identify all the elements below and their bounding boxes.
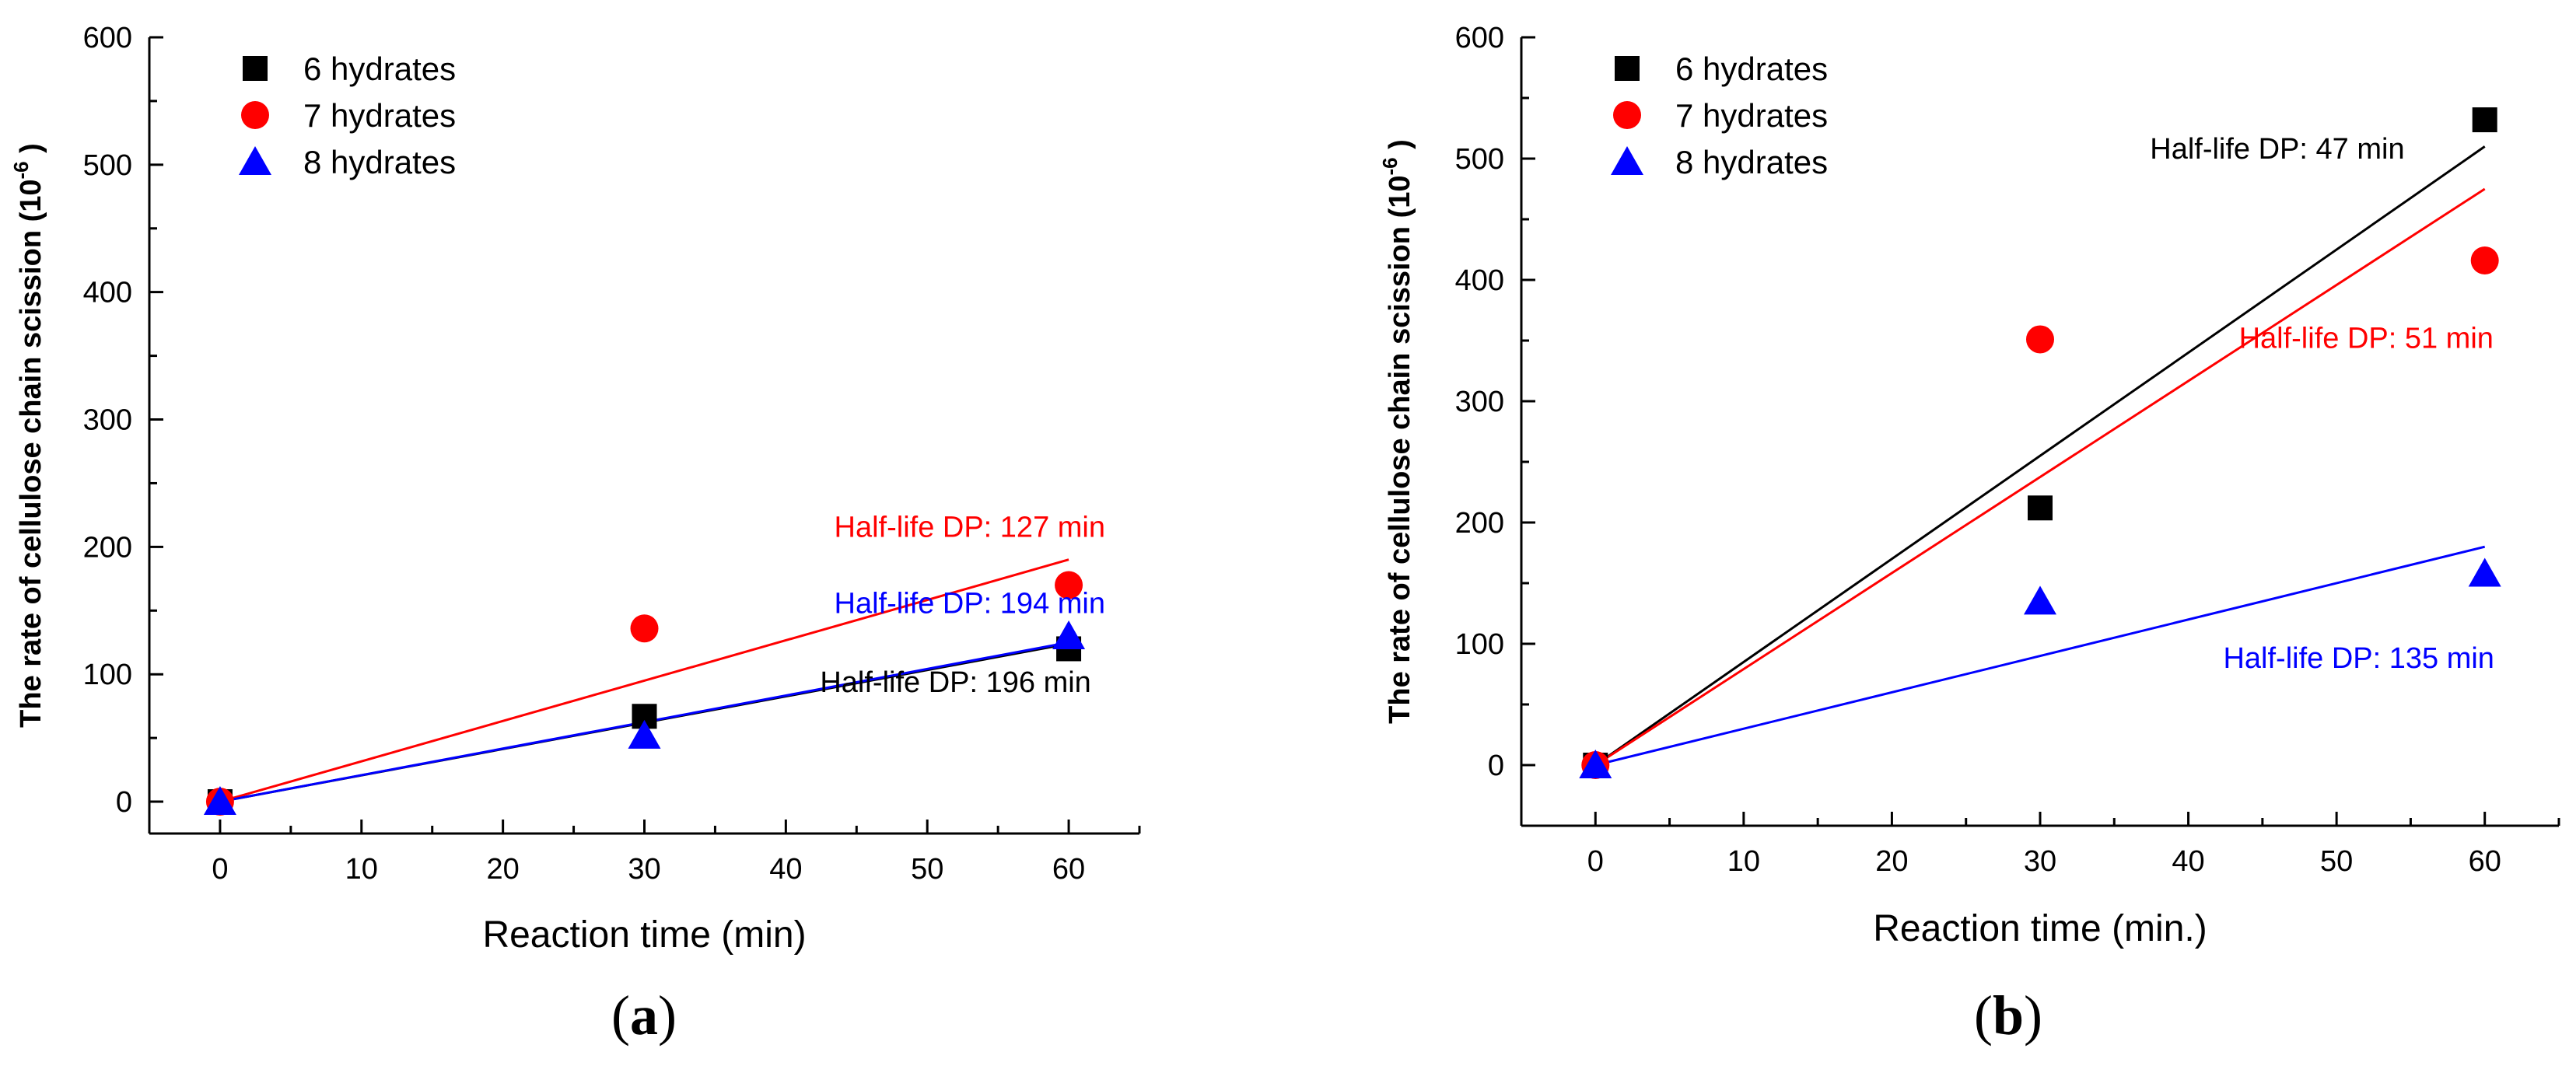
y-tick-label: 100 [83,659,132,691]
fit-line-7-hydrates [219,558,1069,803]
x-tick-label: 20 [487,853,520,886]
data-point-8-hydrates [2468,557,2501,587]
half-life-annotation: Half-life DP: 127 min [835,511,1105,543]
y-tick-label: 400 [1455,264,1504,297]
data-point-7-hydrates [1055,571,1083,599]
legend-marker [239,146,271,175]
x-tick-label: 60 [2469,845,2501,878]
data-point-7-hydrates [2026,325,2054,354]
y-tick-label: 500 [83,149,132,182]
x-axis-title: Reaction time (min.) [1873,908,2207,949]
y-tick-label: 300 [1455,386,1504,418]
panel-label: (a) [611,984,677,1047]
legend: 6 hydrates 7 hydrates 8 hydrates [239,51,456,180]
half-life-annotation: Half-life DP: 51 min [2239,322,2494,355]
x-tick-label: 40 [769,853,802,886]
x-tick-label: 50 [911,853,943,886]
x-tick-label: 30 [2024,845,2056,878]
y-tick-label: 200 [1455,507,1504,540]
data-point-7-hydrates [630,614,659,643]
data-point-7-hydrates [2470,246,2499,275]
y-tick-label: 600 [83,22,132,54]
y-tick-label: 400 [83,277,132,309]
y-tick-label: 200 [83,531,132,564]
y-tick-label: 0 [116,786,132,819]
x-tick-label: 50 [2320,845,2353,878]
data-point-8-hydrates [203,786,236,816]
x-tick-label: 0 [212,853,228,886]
y-axis-title: The rate of cellulose chain scission (10… [9,143,47,728]
y-axis-title: The rate of cellulose chain scission (10… [1378,139,1416,724]
legend-label: 8 hydrates [1675,144,1828,180]
fit-line-7-hydrates [1594,187,2486,767]
data-point-8-hydrates [1052,620,1086,650]
panel-label: (b) [1974,984,2042,1047]
legend-marker [243,56,268,81]
x-tick-label: 20 [1875,845,1908,878]
data-point-6-hydrates [2028,495,2053,521]
x-axis-title: Reaction time (min) [482,914,806,956]
half-life-annotation: Half-life DP: 196 min [820,666,1090,699]
legend-marker [1611,146,1643,175]
data-point-8-hydrates [2024,585,2056,615]
x-tick-label: 40 [2172,845,2204,878]
half-life-annotation: Half-life DP: 47 min [2150,133,2404,166]
legend-label: 7 hydrates [1675,97,1828,134]
legend-label: 7 hydrates [303,97,456,134]
x-tick-label: 0 [1587,845,1604,878]
legend-label: 6 hydrates [303,51,456,87]
legend-marker [1613,101,1641,129]
data-point-8-hydrates [1579,750,1612,778]
y-tick-label: 600 [1455,22,1504,54]
chart-panel-a: 0 100 200 300 400 500 600 0 10 20 30 40 50 60 Reaction… [9,22,1141,1047]
y-tick-label: 100 [1455,628,1504,661]
x-tick-label: 30 [628,853,660,886]
fit-line-8-hydrates [1594,545,2486,767]
y-tick-label: 500 [1455,143,1504,176]
half-life-annotation: Half-life DP: 194 min [835,588,1105,620]
x-tick-label: 10 [345,853,378,886]
legend-label: 6 hydrates [1675,51,1828,87]
legend-marker [241,101,269,129]
chart-panel-b: 0 100 200 300 400 500 600 0 10 20 30 40 50 60 Reaction… [1378,22,2560,1047]
y-tick-label: 300 [83,404,132,437]
x-tick-label: 10 [1727,845,1760,878]
y-tick-label: 0 [1488,750,1504,782]
legend: 6 hydrates 7 hydrates 8 hydrates [1611,51,1828,180]
half-life-annotation: Half-life DP: 135 min [2223,642,2494,675]
legend-label: 8 hydrates [303,144,456,180]
data-point-8-hydrates [628,719,661,749]
legend-marker [1615,56,1640,81]
x-tick-label: 60 [1052,853,1085,886]
fit-line-6-hydrates [1594,145,2486,767]
data-point-6-hydrates [2472,107,2497,133]
